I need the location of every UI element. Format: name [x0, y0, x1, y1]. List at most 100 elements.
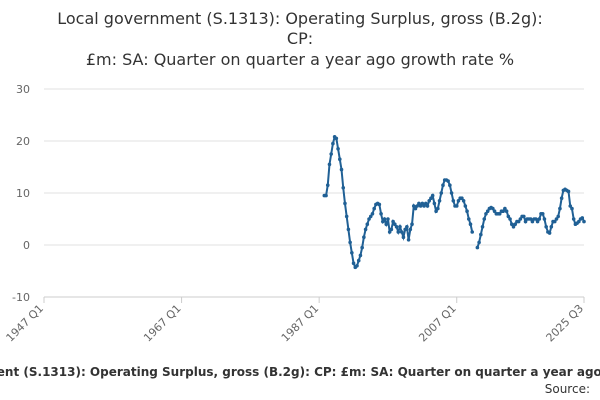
data-point: [372, 206, 376, 211]
data-point: [429, 196, 433, 200]
data-point: [399, 230, 404, 234]
data-point: [336, 147, 340, 151]
data-point: [391, 219, 395, 224]
data-point: [556, 214, 561, 219]
data-point: [570, 206, 574, 211]
data-point: [410, 222, 414, 226]
data-point: [325, 183, 330, 187]
data-point: [461, 199, 466, 203]
data-point: [530, 219, 535, 224]
data-point: [346, 227, 351, 232]
data-point: [370, 212, 375, 216]
data-point: [425, 204, 430, 208]
data-point: [362, 235, 366, 239]
data-point: [480, 225, 485, 229]
data-point: [549, 225, 554, 229]
data-point: [384, 222, 389, 226]
y-tick-label: 0: [23, 239, 30, 252]
data-point: [544, 225, 548, 229]
data-point: [566, 189, 571, 194]
data-point: [417, 201, 421, 206]
data-point: [513, 222, 518, 226]
data-point: [482, 217, 487, 221]
data-point: [568, 204, 573, 208]
data-point: [331, 141, 335, 146]
chart-title: Local government (S.1313): Operating Sur…: [57, 9, 543, 28]
data-point: [437, 199, 442, 203]
data-point: [441, 183, 445, 187]
data-point: [448, 183, 452, 187]
data-point: [350, 251, 354, 255]
data-point: [348, 240, 352, 245]
data-point: [484, 212, 488, 216]
data-point: [511, 225, 516, 229]
data-point: [432, 201, 437, 206]
data-point: [408, 227, 413, 232]
data-point: [367, 217, 371, 221]
y-tick-label: -10: [12, 291, 30, 304]
data-point: [434, 209, 438, 213]
data-point: [446, 179, 450, 183]
data-point: [460, 196, 464, 200]
data-point: [463, 204, 468, 208]
source: Source:: [545, 382, 590, 396]
data-point: [516, 219, 521, 224]
data-point: [485, 209, 490, 213]
data-point: [387, 230, 392, 234]
x-tick-label: 2025 Q3: [544, 302, 587, 345]
data-point: [559, 196, 564, 200]
data-point: [365, 222, 370, 226]
data-point: [341, 186, 346, 190]
data-point: [329, 152, 333, 156]
data-point: [436, 206, 440, 211]
data-point: [324, 193, 328, 198]
data-point: [468, 222, 473, 226]
data-point: [503, 206, 507, 211]
data-point: [344, 214, 349, 219]
data-point: [396, 230, 401, 234]
data-point: [334, 136, 339, 141]
data-point: [423, 201, 428, 206]
data-point: [506, 214, 511, 219]
data-point: [413, 206, 418, 211]
data-point: [339, 167, 344, 172]
data-point: [360, 245, 364, 250]
data-point: [491, 206, 495, 211]
y-tick-label: 20: [16, 135, 30, 148]
data-point: [382, 217, 387, 221]
x-tick-label: 1987 Q1: [279, 302, 322, 345]
data-point: [418, 204, 423, 208]
data-point: [363, 227, 368, 232]
data-point: [535, 219, 540, 224]
data-point: [405, 225, 409, 229]
data-point: [571, 217, 576, 221]
data-point: [351, 261, 356, 266]
chart-title: £m: SA: Quarter on quarter a year ago gr…: [86, 50, 514, 69]
data-point: [358, 253, 363, 258]
footer-title: Local government (S.1313): Operating Sur…: [0, 365, 600, 379]
data-point: [337, 157, 342, 161]
data-point: [477, 240, 481, 245]
data-point: [401, 235, 406, 239]
data-point: [508, 217, 512, 221]
y-tick-label: 30: [16, 83, 30, 96]
data-point: [406, 238, 411, 242]
data-point: [475, 245, 480, 250]
data-point: [422, 204, 426, 208]
data-point: [379, 212, 383, 216]
data-point: [368, 214, 373, 219]
data-point: [449, 191, 454, 195]
data-point: [577, 219, 581, 224]
data-point: [558, 206, 562, 211]
chart-title: CP:: [287, 29, 313, 48]
x-tick-label: 2007 Q1: [416, 302, 459, 345]
x-tick-label: 1947 Q1: [4, 302, 47, 345]
data-point: [456, 199, 461, 203]
data-point: [537, 217, 542, 221]
data-point: [501, 209, 505, 213]
data-point: [509, 222, 514, 226]
data-point: [451, 199, 456, 203]
data-point: [355, 264, 359, 268]
data-point: [552, 219, 557, 224]
data-point: [415, 204, 419, 208]
